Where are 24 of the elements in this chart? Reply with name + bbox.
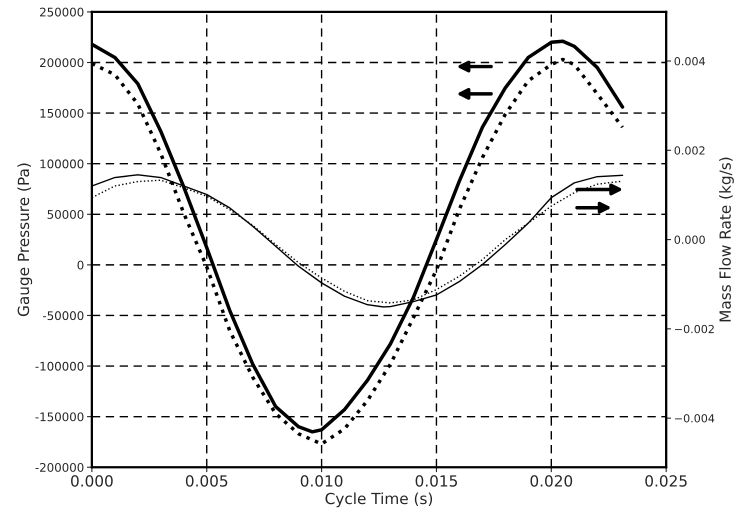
y-tick-label: 50000 (48, 210, 84, 219)
x-axis-title: Cycle Time (s) (326, 492, 432, 508)
y2-tick-label: 0.004 (674, 56, 705, 66)
y-tick-label: 150000 (40, 108, 84, 118)
y2-axis-title: Mass Flow Rate (kg/s) (719, 158, 734, 322)
y-tick-label: -50000 (43, 311, 84, 320)
y-tick-label: 200000 (40, 58, 84, 68)
y-tick-label: 100000 (40, 159, 84, 168)
y-axis-title: Gauge Pressure (Pa) (17, 164, 32, 316)
y-tick-label: 250000 (40, 8, 84, 17)
x-tick-label: 0.020 (530, 475, 572, 487)
y-tick-label: 0 (78, 260, 84, 270)
x-tick-label: 0.025 (645, 475, 687, 487)
y2-tick-label: 0.002 (674, 146, 704, 155)
y-tick-label: -200000 (35, 462, 84, 472)
x-tick-label: 0.015 (416, 475, 457, 487)
x-tick-label: 0.000 (71, 475, 113, 487)
y-tick-label: -100000 (35, 362, 84, 371)
y2-tick-label: −0.004 (674, 414, 714, 423)
x-tick-label: 0.010 (300, 475, 342, 487)
y2-tick-label: 0.000 (674, 236, 705, 244)
y-tick-label: -150000 (35, 412, 84, 422)
x-tick-label: 0.005 (186, 475, 228, 487)
y2-tick-label: −0.002 (674, 324, 714, 334)
